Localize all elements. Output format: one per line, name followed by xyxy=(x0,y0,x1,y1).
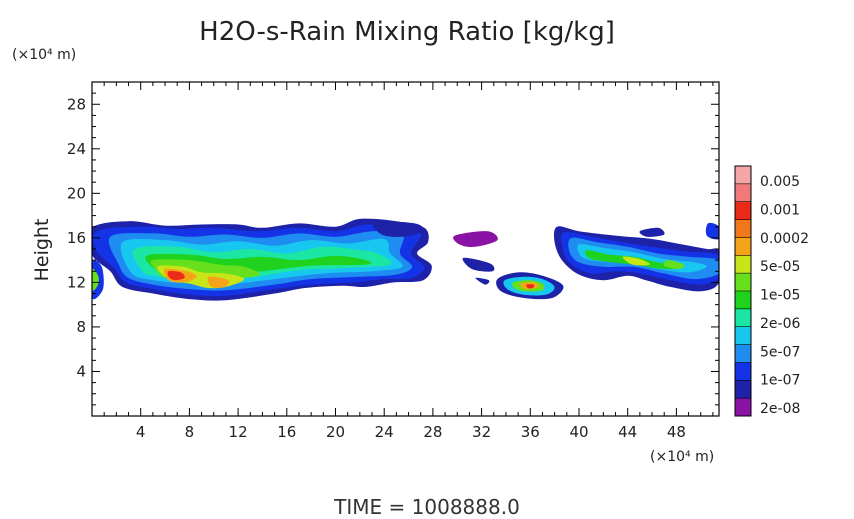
x-tick-label: 8 xyxy=(185,423,195,441)
cloud-east-level-8 xyxy=(622,256,650,266)
dark-streak-1 xyxy=(462,257,495,272)
chart-title: H2O-s-Rain Mixing Ratio [kg/kg] xyxy=(199,17,615,47)
cell-36-core xyxy=(526,284,535,289)
x-tick-label: 40 xyxy=(569,423,588,441)
dark-streak-3 xyxy=(475,277,490,285)
cloud-east-level-7 xyxy=(663,260,685,270)
x-tick-label: 20 xyxy=(326,423,345,441)
x-tick-label: 24 xyxy=(375,423,394,441)
colorbar-swatch xyxy=(735,344,751,363)
y-tick-label: 20 xyxy=(67,184,86,202)
colorbar-label: 0.0002 xyxy=(760,231,809,247)
colorbar-swatch xyxy=(735,166,751,185)
purple-streak-1 xyxy=(453,231,498,248)
cloud-west-level-9b xyxy=(207,276,230,288)
colorbar-label: 1e-05 xyxy=(760,288,800,304)
x-tick-label: 48 xyxy=(667,423,686,441)
colorbar-swatch xyxy=(735,380,751,399)
x-tick-label: 16 xyxy=(277,423,296,441)
x-tick-label: 32 xyxy=(472,423,491,441)
colorbar-swatch xyxy=(735,219,751,238)
colorbar: 0.005 0.001 0.0002 5e-05 1e-05 2e-06 5e-07 1e-0… xyxy=(734,165,809,417)
colorbar-swatch xyxy=(735,201,751,220)
edge-east-top xyxy=(705,222,719,240)
y-tick-label: 12 xyxy=(67,273,86,291)
x-tick-label: 28 xyxy=(423,423,442,441)
dark-streak-2 xyxy=(639,227,665,237)
colorbar-swatch xyxy=(735,308,751,328)
colorbar-swatch xyxy=(735,255,751,274)
colorbar-swatch xyxy=(735,291,751,310)
rain-field xyxy=(92,218,719,301)
y-axis-label: Height xyxy=(31,219,53,282)
cloud-west-core xyxy=(167,270,185,281)
y-tick-label: 16 xyxy=(67,229,86,247)
colorbar-swatch xyxy=(735,183,751,203)
x-tick-label: 36 xyxy=(521,423,540,441)
x-tick-label: 44 xyxy=(618,423,637,441)
y-unit-label: (×10⁴ m) xyxy=(12,47,76,63)
x-unit-label: (×10⁴ m) xyxy=(650,449,714,465)
colorbar-swatch xyxy=(735,273,751,292)
colorbar-swatch xyxy=(735,237,751,256)
y-tick-label: 24 xyxy=(67,140,86,158)
y-tick-label: 4 xyxy=(76,362,86,380)
colorbar-label: 2e-08 xyxy=(760,401,800,417)
colorbar-swatch xyxy=(735,362,751,381)
colorbar-label: 0.005 xyxy=(760,174,800,190)
x-tick-label: 4 xyxy=(136,423,146,441)
y-tick-label: 8 xyxy=(76,318,86,336)
colorbar-label: 5e-05 xyxy=(760,259,800,275)
colorbar-swatch xyxy=(735,326,751,345)
colorbar-label: 2e-06 xyxy=(760,316,800,332)
colorbar-label: 5e-07 xyxy=(760,344,800,360)
edge-west-level-7 xyxy=(92,268,99,291)
x-tick-label: 12 xyxy=(229,423,248,441)
cloud-west-top-dark xyxy=(372,221,424,237)
time-footer: TIME = 1008888.0 xyxy=(333,495,520,519)
colorbar-swatch xyxy=(735,398,751,417)
colorbar-label: 0.001 xyxy=(760,202,800,218)
y-tick-label: 28 xyxy=(67,95,86,113)
colorbar-label: 1e-07 xyxy=(760,373,800,389)
